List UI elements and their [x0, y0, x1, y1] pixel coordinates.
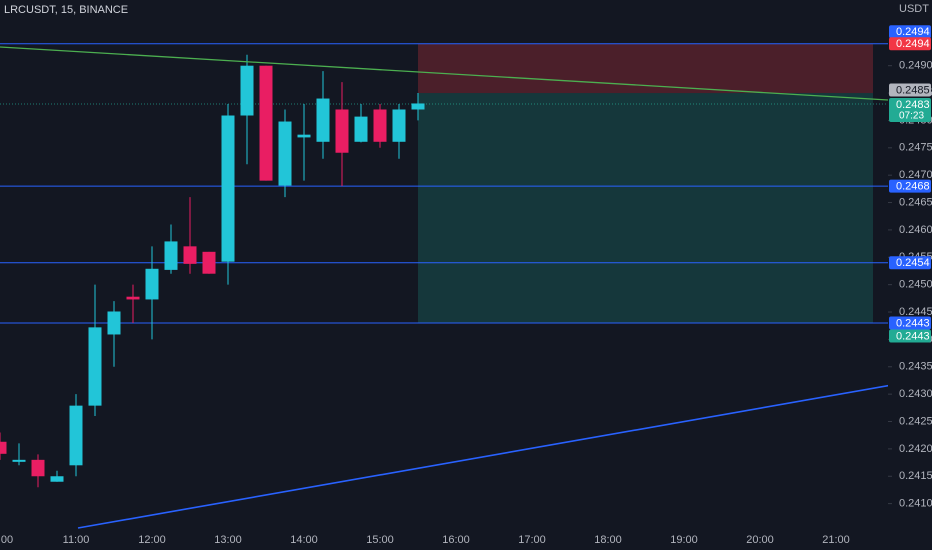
current-price-bg — [889, 98, 931, 123]
candle-body — [69, 405, 83, 466]
y-tick-label: 0.2465 — [899, 196, 932, 208]
x-tick-label: 19:00 — [670, 534, 698, 546]
level-label: 0.2443 — [896, 317, 930, 329]
candle-body — [354, 116, 368, 142]
trend-line — [0, 46, 889, 101]
target-zone — [418, 93, 873, 323]
x-tick-label: 11:00 — [63, 534, 90, 546]
target-label-bg — [889, 329, 931, 343]
candle-body — [411, 103, 425, 110]
level-label-bg — [889, 256, 931, 270]
candle-body — [31, 459, 45, 477]
y-tick-label: 0.2490 — [899, 60, 932, 72]
candle-body — [297, 134, 311, 138]
entry-label-bg — [889, 83, 931, 97]
candle-body — [335, 109, 349, 153]
x-tick-label: 00 — [1, 534, 13, 546]
x-tick-label: 13:00 — [214, 534, 242, 546]
candle-body — [240, 65, 254, 116]
x-tick-label: 21:00 — [822, 534, 850, 546]
candle-body — [392, 109, 406, 142]
y-tick-label: 0.2415 — [899, 470, 932, 482]
x-tick-label: 20:00 — [746, 534, 774, 546]
candle-body — [145, 268, 159, 300]
y-tick-label: 0.2445 — [899, 306, 932, 318]
y-tick-label: 0.2425 — [899, 415, 932, 427]
level-label-bg — [889, 179, 931, 193]
stop-label: 0.2494 — [896, 38, 930, 50]
target-label: 0.2443 — [896, 330, 930, 342]
axis-unit: USDT — [899, 3, 929, 15]
x-tick-label: 15:00 — [366, 534, 394, 546]
level-label: 0.2468 — [896, 181, 930, 193]
entry-label: 0.2485 — [896, 84, 930, 96]
candle-body — [107, 311, 121, 335]
candle-body — [259, 65, 273, 181]
candle-body — [126, 296, 140, 300]
x-tick-label: 16:00 — [442, 534, 470, 546]
level-label: 0.2494 — [896, 26, 930, 38]
x-tick-label: 14:00 — [290, 534, 318, 546]
y-tick-label: 0.2420 — [899, 443, 932, 455]
y-tick-label: 0.2470 — [899, 169, 932, 181]
level-label-bg — [889, 316, 931, 330]
y-tick-label: 0.2460 — [899, 224, 932, 236]
candle-body — [50, 476, 64, 482]
level-label: 0.2454 — [896, 257, 930, 269]
y-tick-label: 0.2435 — [899, 361, 932, 373]
x-tick-label: 18:00 — [594, 534, 622, 546]
candle-body — [12, 459, 26, 462]
x-tick-label: 12:00 — [138, 534, 166, 546]
current-price-label: 0.2483 — [896, 99, 930, 111]
y-tick-label: 0.2450 — [899, 279, 932, 291]
candle-body — [0, 441, 7, 454]
y-tick-label: 0.2410 — [899, 498, 932, 510]
candle-body — [88, 327, 102, 406]
candle-body — [316, 98, 330, 142]
y-tick-label: 0.2430 — [899, 388, 932, 400]
countdown-label: 07:23 — [899, 111, 924, 122]
price-axis — [888, 0, 932, 550]
candle-body — [183, 246, 197, 264]
candle-body — [202, 251, 216, 274]
stop-zone — [418, 43, 873, 94]
candle-body — [373, 109, 387, 142]
trend-line — [77, 384, 893, 529]
x-tick-label: 17:00 — [518, 534, 546, 546]
y-tick-label: 0.2475 — [899, 142, 932, 154]
candle-body — [164, 241, 178, 270]
candle-body — [221, 115, 235, 262]
level-label-bg — [889, 25, 931, 39]
candle-body — [278, 121, 292, 186]
stop-label-bg — [889, 37, 931, 51]
chart-title: LRCUSDT, 15, BINANCE — [4, 4, 128, 16]
